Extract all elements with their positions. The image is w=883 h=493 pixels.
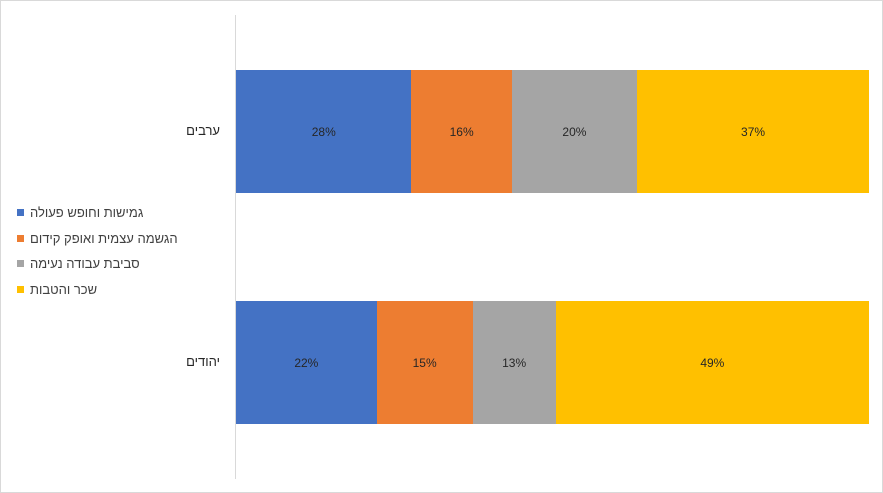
data-label-arabs-work-environment: 20% <box>562 124 587 139</box>
legend-label-flexibility: גמישות וחופש פעולה <box>30 205 144 221</box>
legend-swatch-flexibility <box>17 209 24 217</box>
legend-item-flexibility: גמישות וחופש פעולה <box>17 200 178 226</box>
data-label-arabs-self-fulfillment: 16% <box>449 124 474 139</box>
data-label-jews-flexibility: 22% <box>294 355 319 370</box>
legend-label-salary-benefits: שכר והטבות <box>30 281 98 297</box>
legend-label-work-environment: סביבת עבודה נעימה <box>30 256 140 272</box>
bar-segment-arabs-flexibility: 28% <box>236 70 412 193</box>
bar-segment-jews-work-environment: 13% <box>472 301 556 424</box>
legend-item-work-environment: סביבת עבודה נעימה <box>17 251 178 277</box>
legend-swatch-work-environment <box>17 260 24 268</box>
bar-segment-arabs-work-environment: 20% <box>511 70 638 193</box>
data-label-arabs-salary-benefits: 37% <box>741 124 766 139</box>
category-label-arabs: ערבים <box>186 123 220 138</box>
category-axis-line <box>235 15 236 479</box>
bar-segment-arabs-salary-benefits: 37% <box>637 70 869 193</box>
legend-item-salary-benefits: שכר והטבות <box>17 277 178 303</box>
data-label-jews-salary-benefits: 49% <box>700 355 725 370</box>
bar-segment-jews-self-fulfillment: 15% <box>376 301 473 424</box>
legend-label-self-fulfillment: הגשמה עצמית ואופק קידום <box>30 230 178 246</box>
bar-segment-arabs-self-fulfillment: 16% <box>411 70 512 193</box>
bar-row-arabs: 28% 16% 20% 37% <box>236 70 869 193</box>
data-label-jews-self-fulfillment: 15% <box>412 355 437 370</box>
category-label-jews: יהודים <box>186 354 220 369</box>
bar-row-jews: 22% 15% 13% 49% <box>236 301 869 424</box>
legend-swatch-salary-benefits <box>17 285 24 293</box>
legend-item-self-fulfillment: הגשמה עצמית ואופק קידום <box>17 226 178 252</box>
data-label-arabs-flexibility: 28% <box>311 124 336 139</box>
bar-segment-jews-salary-benefits: 49% <box>555 301 869 424</box>
data-label-jews-work-environment: 13% <box>502 355 527 370</box>
bar-segment-jews-flexibility: 22% <box>236 301 377 424</box>
legend-swatch-self-fulfillment <box>17 234 24 242</box>
legend: גמישות וחופש פעולה הגשמה עצמית ואופק קיד… <box>17 200 178 302</box>
